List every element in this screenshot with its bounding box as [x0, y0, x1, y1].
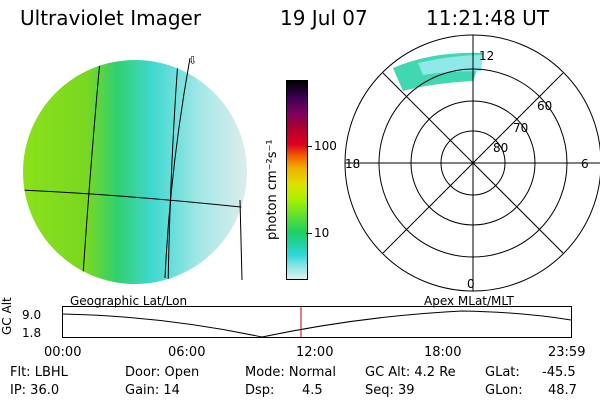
gcalt-info: GC Alt: 4.2 Re	[365, 365, 456, 380]
glat-label: GLat:	[485, 365, 520, 380]
orbit-plot	[61, 306, 572, 338]
ip-info: IP: 36.0	[10, 383, 60, 398]
mlt-label-left: 18	[345, 157, 360, 171]
meridian-line	[239, 199, 243, 281]
polar-axis	[382, 72, 564, 254]
orbit-xtick: 23:59	[548, 345, 586, 360]
pole-marker: ⇩	[188, 54, 197, 67]
geographic-image: ⇩	[23, 54, 247, 284]
apex-label: Apex MLat/MLT	[424, 294, 514, 308]
colorbar-tick	[306, 233, 312, 234]
colorbar	[286, 80, 308, 280]
geographic-label: Geographic Lat/Lon	[70, 294, 188, 308]
door-info: Door: Open	[125, 365, 200, 380]
aurora-patch	[418, 55, 483, 75]
globe-disk	[23, 60, 247, 284]
orbit-xtick: 06:00	[168, 345, 206, 360]
colorbar-tick	[306, 146, 312, 147]
app-title: Ultraviolet Imager	[20, 6, 202, 30]
colorbar-tick-label: 10	[314, 226, 330, 240]
gain-info: Gain: 14	[125, 383, 180, 398]
mlt-label-bottom: 0	[467, 277, 475, 291]
dsp-label: Dsp:	[245, 383, 275, 398]
meridian-line	[167, 60, 179, 284]
orbit-ytick: 1.8	[22, 326, 42, 340]
orbit-xtick: 12:00	[296, 345, 334, 360]
seq-info: Seq: 39	[365, 383, 415, 398]
orbit-plot-frame	[62, 306, 572, 338]
orbit-xtick: 00:00	[44, 345, 82, 360]
dsp-value: 4.5	[302, 383, 323, 398]
mode-info: Mode: Normal	[245, 365, 336, 380]
colorbar-tick-label: 100	[314, 139, 337, 153]
mlt-label-top: 12	[479, 49, 494, 63]
glat-value: -45.5	[542, 365, 576, 380]
lat-label: 70	[513, 121, 528, 135]
time-label: 11:21:48 UT	[426, 6, 550, 30]
polar-plot: 12 0 18 6 60 70 80	[344, 34, 600, 292]
orbit-ytick: 9.0	[22, 308, 42, 322]
lat-label: 60	[537, 99, 552, 113]
filter-info: Flt: LBHL	[10, 365, 68, 380]
glon-label: GLon:	[485, 383, 523, 398]
meridian-line	[81, 60, 101, 284]
glon-value: 48.7	[548, 383, 577, 398]
lat-label: 80	[493, 141, 508, 155]
colorbar-unit-label: photon cm⁻²s⁻¹	[265, 139, 280, 240]
date-label: 19 Jul 07	[280, 6, 368, 30]
altitude-curve	[61, 310, 572, 338]
meridian-line	[164, 57, 191, 279]
parallel-line	[23, 189, 247, 209]
mlt-label-right: 6	[581, 157, 589, 171]
orbit-xtick: 18:00	[424, 345, 462, 360]
orbit-ylabel: GC Alt	[0, 297, 14, 335]
